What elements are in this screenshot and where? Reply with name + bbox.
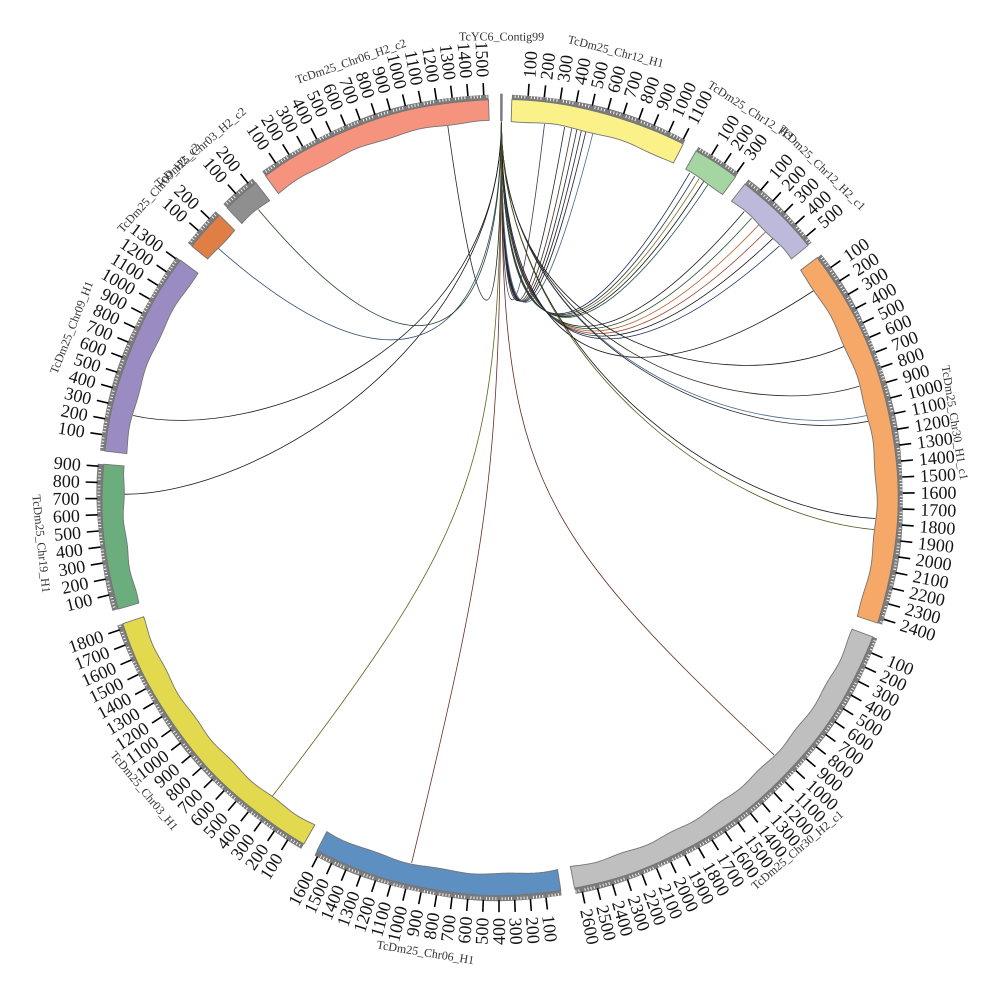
svg-text:600: 600 — [52, 506, 80, 527]
svg-text:1500: 1500 — [471, 41, 492, 78]
svg-text:700: 700 — [52, 489, 79, 509]
svg-text:TcYC6_Contig99: TcYC6_Contig99 — [459, 29, 544, 43]
svg-text:900: 900 — [53, 453, 81, 475]
